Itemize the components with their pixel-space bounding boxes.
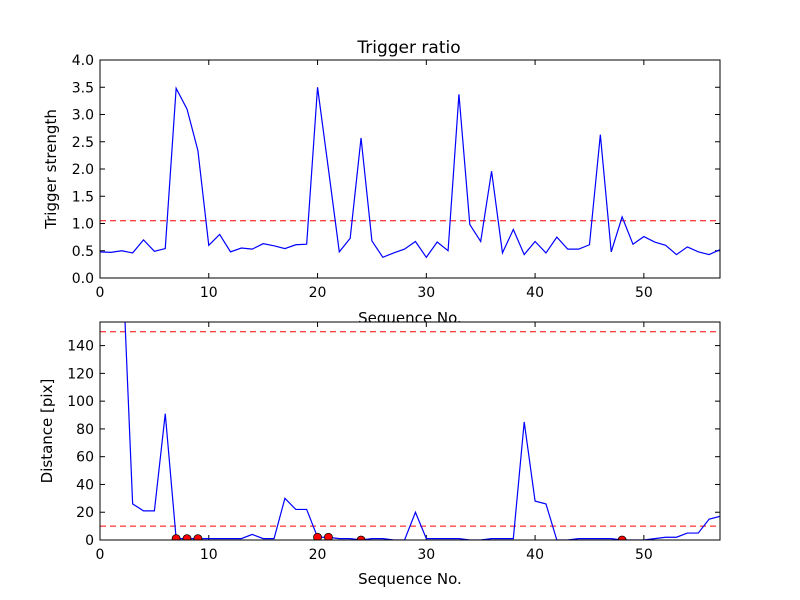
bottom-highlight-point xyxy=(313,532,322,540)
top-x-tick-label: 50 xyxy=(635,285,653,301)
bottom-highlight-point xyxy=(617,535,627,540)
top-x-tick-label: 0 xyxy=(96,285,105,301)
top-series-group xyxy=(100,86,720,259)
bottom-highlight-point xyxy=(324,532,333,540)
bottom-y-tick-label: 0 xyxy=(85,533,94,549)
bottom-highlight-point xyxy=(193,534,203,540)
bottom-highlight-point xyxy=(171,534,181,540)
top-x-tick-label: 40 xyxy=(526,285,544,301)
bottom-x-tick-label: 50 xyxy=(635,547,653,563)
top-chart-title: Trigger ratio xyxy=(356,38,460,58)
bottom-plot-frame xyxy=(99,321,721,541)
top-y-tick-label: 0.5 xyxy=(72,244,94,260)
bottom-x-tick-label: 40 xyxy=(526,547,544,563)
top-x-tick-label: 30 xyxy=(417,285,435,301)
bottom-chart: 0 10 20 30 40 50 0 20 40 60 80 100 120 140 Sequence N… xyxy=(38,321,721,588)
bottom-axis-ticks: 0 10 20 30 40 50 0 20 40 60 80 100 120 140 xyxy=(67,322,720,563)
top-x-tick-label: 20 xyxy=(309,285,327,301)
top-y-tick-label: 1.0 xyxy=(72,217,94,233)
top-axis-ticks: 0 10 20 30 40 50 0.0 0.5 1.0 1.5 2.0 2.5 3.0 3.5 4.0 xyxy=(72,53,720,301)
top-y-tick-label: 3.0 xyxy=(72,108,94,124)
bottom-plot-area xyxy=(100,322,720,540)
bottom-y-tick-label: 60 xyxy=(76,450,94,466)
top-plot-area xyxy=(100,60,720,278)
top-y-tick-label: 2.5 xyxy=(72,135,94,151)
top-y-tick-label: 0.0 xyxy=(72,271,94,287)
bottom-y-tick-label: 40 xyxy=(76,477,94,493)
top-y-tick-label: 3.5 xyxy=(72,80,94,96)
bottom-y-tick-label: 80 xyxy=(76,422,94,438)
top-x-tick-label: 10 xyxy=(200,285,218,301)
top-y-tick-label: 1.5 xyxy=(72,189,94,205)
top-y-tick-label: 4.0 xyxy=(72,53,94,69)
bottom-x-axis-label: Sequence No. xyxy=(358,570,462,588)
top-chart: Trigger ratio 0 10 20 30 40 50 0.0 0.5 1.0 1.5 2.0… xyxy=(42,38,721,327)
bottom-highlight-point xyxy=(356,535,366,540)
bottom-highlight-point xyxy=(182,534,192,540)
bottom-highlight-points xyxy=(171,532,627,540)
bottom-y-axis-label: Distance [pix] xyxy=(38,379,56,484)
bottom-x-tick-label: 20 xyxy=(309,547,327,563)
top-y-axis-label: Trigger strength xyxy=(42,109,60,230)
bottom-y-tick-label: 100 xyxy=(67,394,94,410)
top-plot-frame xyxy=(99,59,721,279)
bottom-y-tick-label: 20 xyxy=(76,505,94,521)
top-y-tick-label: 2.0 xyxy=(72,162,94,178)
bottom-y-tick-label: 120 xyxy=(67,366,94,382)
bottom-x-tick-label: 0 xyxy=(96,547,105,563)
top-series-line xyxy=(100,86,720,259)
bottom-y-tick-label: 140 xyxy=(67,339,94,355)
bottom-x-tick-label: 10 xyxy=(200,547,218,563)
bottom-x-tick-label: 30 xyxy=(417,547,435,563)
